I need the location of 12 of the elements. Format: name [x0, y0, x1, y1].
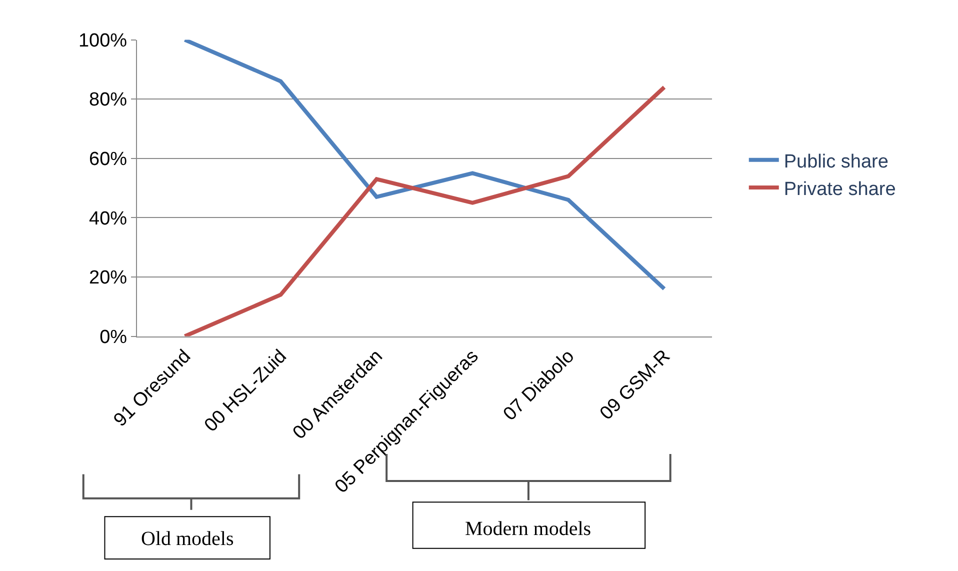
y-tick-label: 80% [89, 90, 128, 111]
line-series [182, 85, 666, 336]
text: Modern models [465, 518, 592, 540]
y-tick-label: 0% [100, 326, 128, 348]
legend-label: Public share [784, 151, 888, 172]
line-series [182, 40, 666, 291]
y-tick-label: 60% [89, 149, 128, 170]
y-tick-label: 40% [89, 208, 128, 230]
text: Old models [141, 528, 234, 550]
y-tick-label: 100% [78, 30, 128, 52]
y-tick-label: 20% [89, 268, 128, 289]
legend-label: Private share [784, 178, 896, 200]
